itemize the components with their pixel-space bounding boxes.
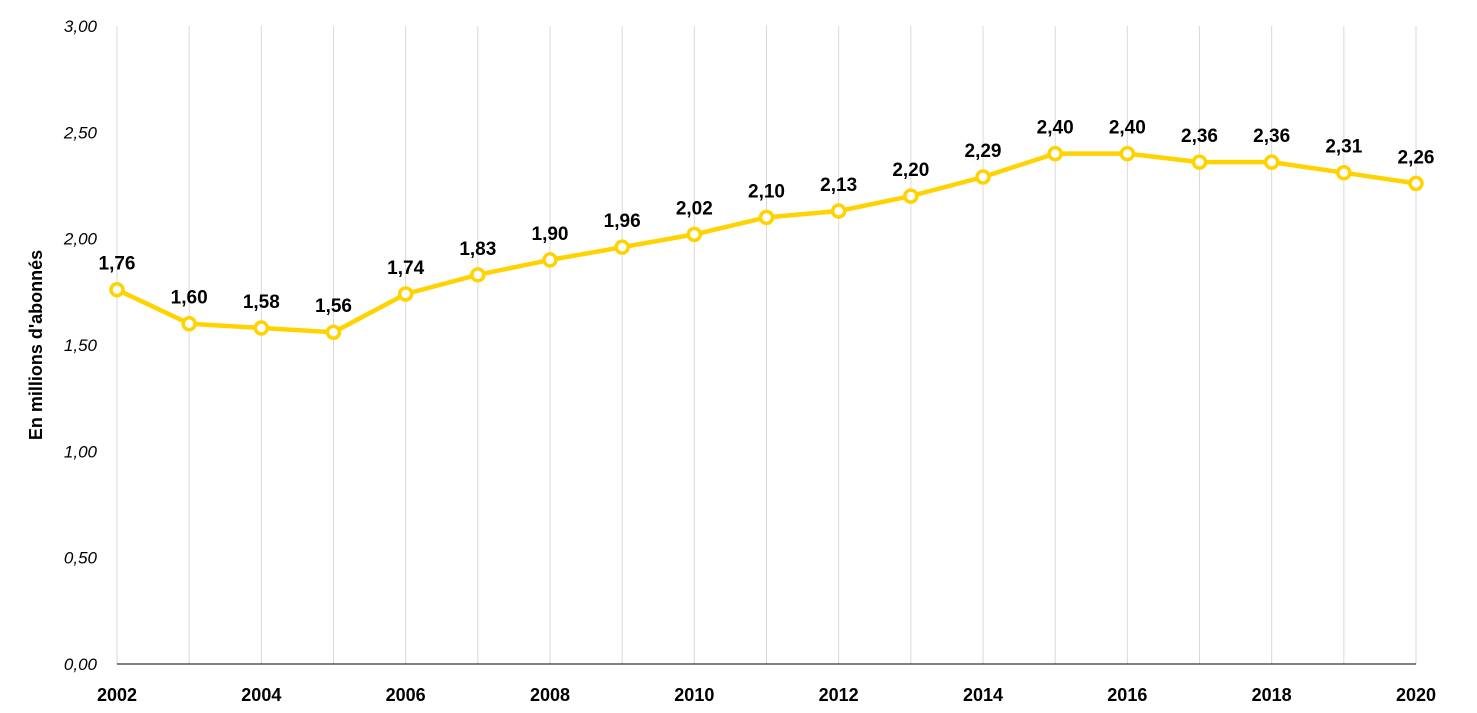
y-tick-label: 2,00 (63, 230, 98, 249)
data-point-2020 (1408, 175, 1424, 192)
data-point-2009 (614, 239, 630, 255)
data-label-2006: 1,74 (387, 258, 424, 279)
data-point-2015 (1047, 145, 1063, 162)
data-point-2011 (758, 209, 775, 226)
x-tick-label: 2016 (1107, 685, 1147, 705)
data-label-2017: 2,36 (1181, 126, 1218, 147)
data-label-2015: 2,40 (1037, 118, 1074, 139)
data-point-2013 (903, 188, 919, 204)
x-axis-tick-labels: 2002 2004 2006 2008 2010 2012 2014 2016 2018 2020 (97, 685, 1436, 705)
data-label-2010: 2,02 (676, 198, 713, 219)
data-label-2020: 2,26 (1398, 147, 1435, 168)
x-tick-label: 2012 (819, 685, 859, 705)
grid-lines (116, 26, 1417, 664)
data-point-2007 (470, 267, 486, 283)
y-tick-label: 3,00 (64, 17, 98, 36)
data-label-2013: 2,20 (892, 160, 929, 181)
x-tick-label: 2020 (1396, 685, 1436, 705)
data-point-2016 (1119, 145, 1136, 162)
y-tick-label: 2,50 (63, 123, 98, 142)
data-label-2014: 2,29 (965, 141, 1002, 162)
data-point-2004 (253, 320, 270, 336)
y-axis-tick-labels: 0,00 0,50 1,00 1,50 2,00 2,50 3,00 (63, 17, 98, 674)
data-label-2009: 1,96 (604, 211, 641, 232)
data-labels: 1,76 1,60 1,58 1,56 1,74 1,83 1,90 1,96 2,02 2,10… (99, 118, 1435, 318)
data-point-2012 (830, 203, 847, 219)
data-point-2005 (325, 324, 342, 340)
data-label-2016: 2,40 (1109, 118, 1146, 139)
x-tick-label: 2004 (241, 685, 281, 705)
data-point-markers (109, 145, 1424, 340)
data-label-2011: 2,10 (748, 181, 785, 202)
data-point-2002 (109, 281, 125, 298)
data-label-2012: 2,13 (820, 175, 857, 196)
data-point-2019 (1336, 164, 1352, 181)
x-tick-label: 2010 (674, 685, 714, 705)
y-axis-label: En millions d'abonnés (26, 250, 46, 440)
data-label-2018: 2,36 (1253, 126, 1290, 147)
data-point-2008 (542, 252, 558, 268)
y-tick-label: 1,50 (64, 336, 98, 355)
data-point-2006 (397, 286, 414, 302)
data-point-2010 (686, 226, 703, 243)
data-label-2019: 2,31 (1325, 137, 1362, 158)
data-label-2007: 1,83 (459, 239, 496, 260)
y-tick-label: 0,00 (64, 655, 98, 674)
y-tick-label: 1,00 (64, 442, 98, 461)
x-tick-label: 2008 (530, 685, 570, 705)
x-tick-label: 2014 (963, 685, 1003, 705)
x-tick-label: 2006 (386, 685, 426, 705)
data-point-2014 (975, 169, 991, 185)
x-tick-label: 2018 (1252, 685, 1292, 705)
data-label-2002: 1,76 (99, 254, 136, 275)
y-tick-label: 0,50 (64, 549, 98, 568)
x-tick-label: 2002 (97, 685, 137, 705)
data-point-2003 (181, 315, 197, 332)
data-point-2018 (1263, 154, 1280, 170)
data-label-2005: 1,56 (315, 296, 352, 317)
data-label-2003: 1,60 (171, 288, 208, 309)
data-label-2008: 1,90 (532, 224, 569, 245)
data-label-2004: 1,58 (243, 292, 280, 313)
data-point-2017 (1191, 154, 1208, 170)
